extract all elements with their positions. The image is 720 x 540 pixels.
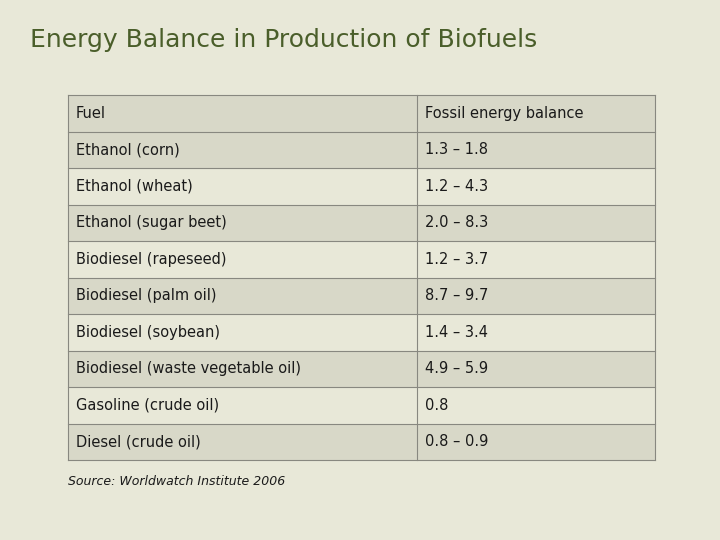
Bar [418,350,655,387]
Text: Fuel: Fuel [76,106,106,121]
Text: Biodiesel (soybean): Biodiesel (soybean) [76,325,220,340]
Text: Biodiesel (waste vegetable oil): Biodiesel (waste vegetable oil) [76,361,301,376]
Bar [418,132,655,168]
Text: Source: Worldwatch Institute 2006: Source: Worldwatch Institute 2006 [68,475,285,488]
Text: 8.7 – 9.7: 8.7 – 9.7 [426,288,489,303]
Bar [418,314,655,350]
Text: 0.8: 0.8 [426,398,449,413]
Text: Energy Balance in Production of Biofuels: Energy Balance in Production of Biofuels [30,28,537,52]
Text: 2.0 – 8.3: 2.0 – 8.3 [426,215,488,230]
Text: Ethanol (corn): Ethanol (corn) [76,142,180,157]
Bar [68,205,418,241]
Bar [68,387,418,423]
Bar [68,168,418,205]
Bar [68,241,418,278]
Text: 4.9 – 5.9: 4.9 – 5.9 [426,361,488,376]
Bar [418,387,655,423]
Text: Fossil energy balance: Fossil energy balance [426,106,584,121]
Text: 0.8 – 0.9: 0.8 – 0.9 [426,434,489,449]
Bar [68,95,418,132]
Bar [418,205,655,241]
Bar [418,423,655,460]
Text: 1.2 – 3.7: 1.2 – 3.7 [426,252,488,267]
Text: Ethanol (wheat): Ethanol (wheat) [76,179,193,194]
Bar [418,95,655,132]
Bar [68,350,418,387]
Bar [418,168,655,205]
Text: Diesel (crude oil): Diesel (crude oil) [76,434,201,449]
Text: Ethanol (sugar beet): Ethanol (sugar beet) [76,215,227,230]
Text: 1.2 – 4.3: 1.2 – 4.3 [426,179,488,194]
Text: Biodiesel (palm oil): Biodiesel (palm oil) [76,288,217,303]
Text: Gasoline (crude oil): Gasoline (crude oil) [76,398,219,413]
Text: 1.3 – 1.8: 1.3 – 1.8 [426,142,488,157]
Bar [68,278,418,314]
Bar [68,132,418,168]
Bar [68,423,418,460]
Bar [418,278,655,314]
Bar [418,241,655,278]
Bar [68,314,418,350]
Text: 1.4 – 3.4: 1.4 – 3.4 [426,325,488,340]
Text: Biodiesel (rapeseed): Biodiesel (rapeseed) [76,252,227,267]
